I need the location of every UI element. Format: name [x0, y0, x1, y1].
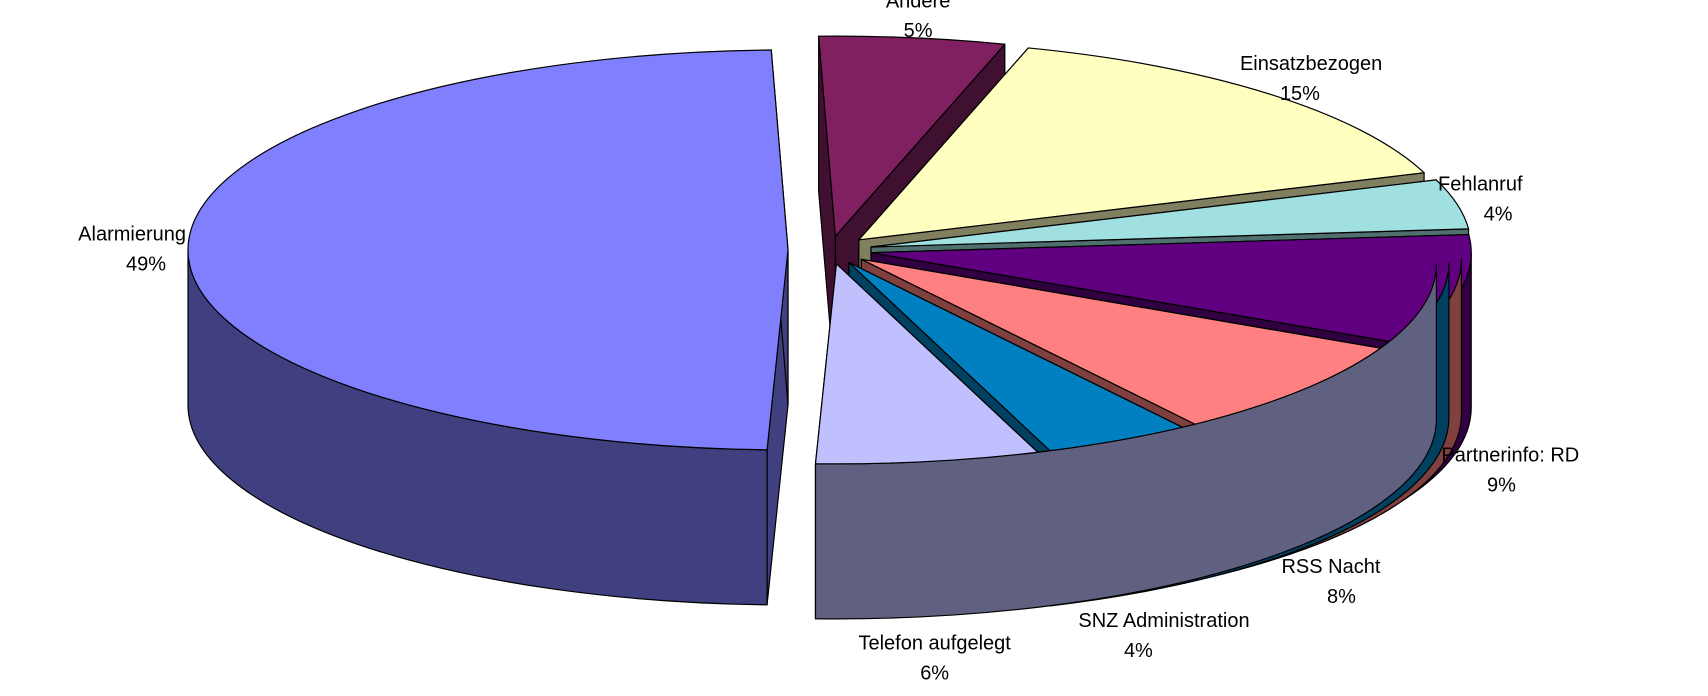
slice-value-label: 15% — [1280, 83, 1320, 105]
slice-value-label: 6% — [920, 663, 949, 685]
slice-value-label: 5% — [904, 20, 933, 42]
slice-top — [187, 49, 789, 451]
slice-label: Alarmierung — [78, 223, 186, 245]
slice-side — [814, 263, 1438, 620]
slice-label: Partnerinfo: RD — [1441, 444, 1579, 466]
slice-label: SNZ Administration — [1078, 610, 1249, 632]
slice-label: Einsatzbezogen — [1240, 53, 1382, 75]
slice-value-label: 9% — [1487, 474, 1516, 496]
slice-top — [814, 263, 1039, 465]
slice — [187, 49, 789, 606]
slice-value-label: 49% — [126, 253, 166, 275]
slice-label: Fehlanruf — [1438, 174, 1523, 196]
slice-top — [870, 179, 1470, 248]
slice-value-label: 8% — [1327, 586, 1356, 608]
slice — [814, 263, 1438, 620]
slice-top — [858, 47, 1425, 241]
slice-label: Telefon aufgelegt — [858, 633, 1011, 655]
slice-value-label: 4% — [1124, 640, 1153, 662]
slice-label: Andere — [886, 0, 951, 12]
slice-value-label: 4% — [1484, 204, 1513, 226]
slice-label: RSS Nacht — [1281, 556, 1380, 578]
slice-top — [818, 35, 1006, 237]
